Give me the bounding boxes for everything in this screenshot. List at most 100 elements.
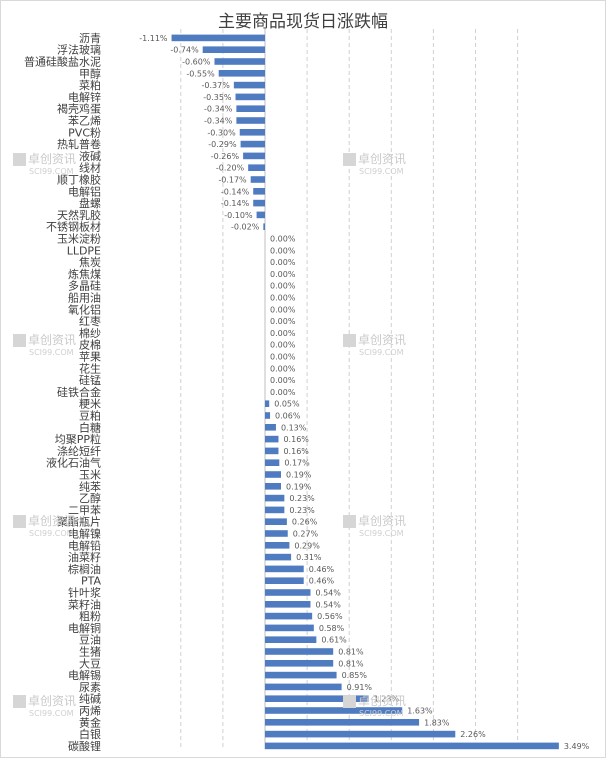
- bar: [265, 530, 288, 537]
- category-label: 二甲苯: [68, 503, 101, 517]
- watermark-brand: 卓创资讯: [358, 694, 407, 708]
- bar: [256, 211, 265, 219]
- category-label: 硅铁合金: [57, 385, 101, 399]
- bar: [253, 188, 265, 195]
- category-label: 豆油: [79, 633, 101, 647]
- bar: [253, 199, 265, 207]
- category-label: 油菜籽: [68, 550, 101, 564]
- data-label: 0.13%: [281, 423, 307, 432]
- category-label: 纯苯: [79, 479, 101, 493]
- data-label: -0.20%: [216, 164, 245, 173]
- watermark-logo-icon: [343, 515, 356, 528]
- watermark-logo-icon: [13, 334, 26, 347]
- data-label: 0.54%: [315, 600, 341, 609]
- category-label: 电解镍: [68, 527, 101, 541]
- bar: [265, 601, 311, 608]
- watermark-domain: SCI99.COM: [359, 709, 404, 718]
- category-label: 热轧普卷: [57, 137, 101, 151]
- bar: [248, 164, 265, 171]
- data-label: 0.00%: [270, 235, 296, 244]
- bar: [214, 58, 265, 65]
- data-label: 0.31%: [296, 553, 322, 562]
- watermark-logo-icon: [13, 153, 26, 166]
- bar: [265, 518, 287, 525]
- category-label: 花生: [79, 361, 101, 375]
- category-label: 电解锡: [68, 668, 101, 682]
- data-label: 0.61%: [321, 636, 347, 645]
- watermark: 卓创资讯 SCI99.COM: [13, 695, 76, 719]
- data-label: -1.11%: [139, 34, 168, 43]
- bar: [250, 176, 265, 183]
- data-label: 0.06%: [275, 412, 301, 421]
- data-label: 2.26%: [460, 730, 486, 739]
- bar: [233, 81, 265, 89]
- data-label: 0.00%: [270, 329, 296, 338]
- data-label: -0.14%: [221, 199, 250, 208]
- category-label: 硅锰: [79, 373, 101, 387]
- data-label: -0.60%: [182, 58, 211, 67]
- bar: [265, 660, 334, 667]
- data-label: 3.49%: [564, 742, 590, 751]
- data-label: -0.34%: [204, 117, 233, 126]
- bar: [265, 424, 276, 431]
- category-label: 棕榈油: [68, 562, 101, 576]
- data-label: 0.16%: [283, 435, 309, 444]
- category-label: 氧化铝: [68, 302, 101, 316]
- category-label: 大豆: [79, 656, 101, 670]
- category-label: 皮棉: [79, 338, 101, 352]
- category-label: 沥青: [79, 32, 101, 45]
- category-label: 聚酯瓶片: [57, 515, 101, 529]
- data-label: 0.19%: [286, 471, 312, 480]
- data-label: 0.16%: [283, 447, 309, 456]
- data-label: 0.26%: [292, 518, 318, 527]
- category-label: 不锈钢板材: [46, 220, 101, 234]
- category-label: 炼焦煤: [68, 267, 101, 281]
- data-label: -0.29%: [208, 140, 237, 149]
- watermark-logo-icon: [13, 695, 26, 708]
- watermark-brand: 卓创资讯: [28, 152, 77, 166]
- bar: [265, 719, 420, 726]
- category-label: 顺丁橡胶: [57, 173, 101, 187]
- chart-title: 主要商品现货日涨跌幅: [218, 12, 388, 32]
- data-label: 0.91%: [347, 683, 373, 692]
- category-label: 电解铝: [68, 184, 101, 198]
- data-label: 0.81%: [338, 659, 364, 668]
- data-label: 0.00%: [270, 353, 296, 362]
- category-label: 天然乳胶: [57, 208, 101, 222]
- category-label: 棉纱: [79, 326, 101, 340]
- category-label: LLDPE: [67, 244, 101, 257]
- data-label: 0.56%: [317, 612, 343, 621]
- data-label: 0.46%: [309, 565, 335, 574]
- bar: [265, 542, 290, 549]
- category-label: 生猪: [79, 645, 101, 659]
- data-label: 0.00%: [270, 282, 296, 291]
- data-label: -0.26%: [211, 152, 240, 161]
- data-label: 0.29%: [294, 541, 320, 550]
- category-label: 船用油: [68, 291, 101, 305]
- data-label: -0.34%: [204, 105, 233, 114]
- bar: [265, 565, 304, 573]
- category-label: 褐壳鸡蛋: [57, 102, 101, 116]
- watermark-domain: SCI99.COM: [29, 529, 74, 538]
- category-label: 液化石油气: [46, 456, 101, 470]
- bar: [265, 707, 403, 714]
- data-label: -0.55%: [186, 69, 215, 78]
- data-label: 1.83%: [424, 718, 450, 727]
- bar: [265, 494, 285, 502]
- bar: [236, 105, 265, 112]
- category-label: 苯乙烯: [68, 114, 101, 128]
- bar: [265, 483, 281, 490]
- data-label: 0.46%: [309, 577, 335, 586]
- bar: [265, 412, 271, 419]
- category-label: 黄金: [79, 715, 101, 729]
- bar: [265, 506, 285, 514]
- category-label: 电解铜: [68, 621, 101, 635]
- bar: [202, 46, 265, 53]
- watermark: 卓创资讯 SCI99.COM: [13, 515, 76, 539]
- watermark-brand: 卓创资讯: [358, 152, 407, 166]
- category-label: 甲醇: [79, 66, 101, 80]
- watermark: 卓创资讯 SCI99.COM: [343, 695, 406, 719]
- watermark-brand: 卓创资讯: [28, 333, 77, 347]
- category-label: 针叶浆: [68, 586, 101, 600]
- bar: [263, 223, 265, 230]
